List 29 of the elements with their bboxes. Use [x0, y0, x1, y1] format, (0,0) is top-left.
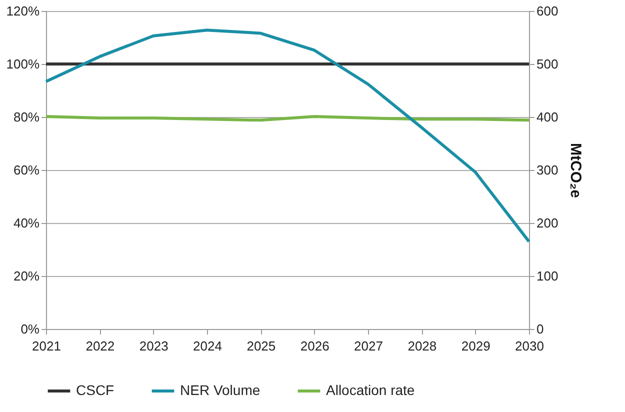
y-tick-label: 120% [6, 4, 40, 18]
y-tick-label: 100% [6, 56, 40, 72]
legend-label: CSCF [76, 382, 114, 398]
y2-tick-label: 400 [536, 110, 558, 124]
y-tick-label: 20% [13, 268, 40, 284]
y2-axis-title: MtCO₂e [567, 143, 584, 198]
y-tick-label: 0% [20, 322, 40, 336]
x-tick-label: 2023 [139, 338, 168, 354]
x-tick-label: 2027 [354, 338, 383, 354]
line-series [44, 28, 530, 244]
y-tick-label: 80% [13, 110, 40, 124]
x-tick-label: 2022 [86, 338, 115, 354]
y2-tick-label: 0 [536, 322, 544, 336]
x-tick-label: 2021 [32, 338, 61, 354]
x-tick-label: 2024 [193, 338, 222, 354]
y-tick-label: 60% [13, 162, 40, 178]
y-tick-label: 40% [13, 216, 40, 230]
x-tick-label: 2028 [408, 338, 437, 354]
x-tick-label: 2029 [461, 338, 490, 354]
x-tick-label: 2030 [515, 338, 544, 354]
y2-tick-label: 200 [536, 216, 558, 230]
y2-tick-label: 600 [536, 4, 558, 18]
legend-label: Allocation rate [326, 382, 415, 398]
y2-tick-label: 300 [536, 162, 558, 178]
y2-tick-label: 100 [536, 268, 558, 284]
x-tick-label: 2026 [300, 338, 330, 354]
legend-label: NER Volume [180, 382, 260, 398]
y2-tick-label: 500 [536, 56, 558, 72]
x-tick-label: 2025 [246, 338, 276, 354]
